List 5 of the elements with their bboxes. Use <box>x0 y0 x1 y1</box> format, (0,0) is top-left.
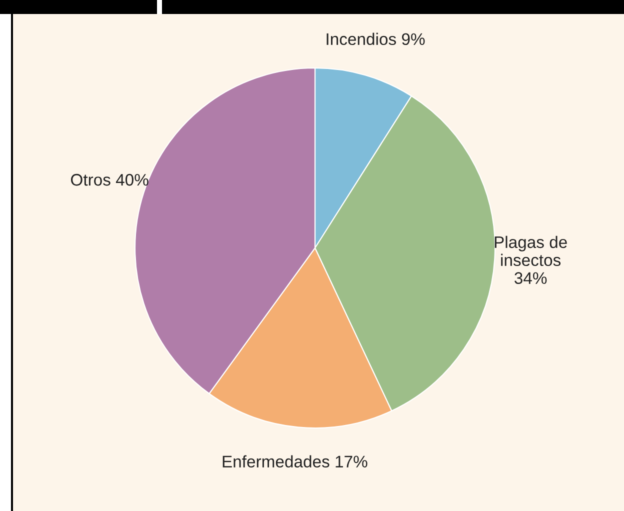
slice-label: Incendios 9% <box>326 32 425 46</box>
slice-label: Plagas de insectos <box>494 236 567 266</box>
slice-label: Otros 40% <box>70 174 148 186</box>
data-label: 34% <box>514 272 547 284</box>
slice-label: Enfermedades 17% <box>222 455 368 468</box>
